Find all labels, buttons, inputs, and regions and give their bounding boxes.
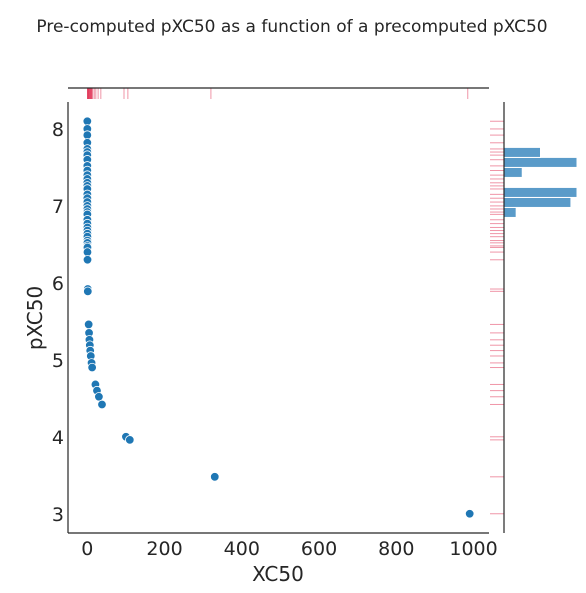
scatter-points <box>82 116 475 519</box>
x-axis-label: XC50 <box>252 562 304 586</box>
histogram-bar <box>503 146 541 158</box>
x-tick-label: 200 <box>146 538 182 560</box>
scatter-point <box>83 319 94 330</box>
scatter-point <box>97 399 107 410</box>
y-tick-label: 7 <box>52 196 64 218</box>
y-tick-label: 8 <box>52 119 64 141</box>
scatter-point <box>82 255 93 265</box>
figure-title: Pre-computed pXC50 as a function of a pr… <box>36 17 547 37</box>
scatter-point <box>210 472 220 482</box>
top-marginal <box>68 87 489 99</box>
y-tick-label: 4 <box>52 427 64 449</box>
y-tick-label: 6 <box>52 273 64 295</box>
x-tick-label: 800 <box>378 538 414 560</box>
x-tick-label: 400 <box>224 538 260 560</box>
histogram-bar <box>503 156 578 168</box>
right-histogram <box>503 146 578 218</box>
scatter-point <box>464 509 475 519</box>
histogram-bar <box>503 196 572 208</box>
y-tick-labels: 3 4 5 6 7 8 <box>52 119 64 526</box>
scatter-point <box>87 362 97 373</box>
x-tick-labels: 0 200 400 600 800 1000 <box>81 538 497 560</box>
histogram-bar <box>503 166 523 178</box>
x-tick-label: 600 <box>301 538 337 560</box>
y-tick-label: 5 <box>52 350 64 372</box>
right-marginal <box>490 102 578 533</box>
main-axes: 0 200 400 600 800 1000 3 4 5 6 7 8 XC50 pXC50 <box>23 102 498 586</box>
scatter-point <box>125 435 135 445</box>
y-tick-label: 3 <box>52 504 64 526</box>
histogram-bar <box>503 186 578 198</box>
y-axis-label: pXC50 <box>23 286 47 350</box>
histogram-bar <box>503 206 517 218</box>
scatter-point <box>83 286 93 297</box>
right-rug-plot <box>490 120 504 515</box>
x-tick-label: 0 <box>81 538 93 560</box>
top-rug-plot <box>87 88 469 99</box>
x-tick-label: 1000 <box>449 538 497 560</box>
